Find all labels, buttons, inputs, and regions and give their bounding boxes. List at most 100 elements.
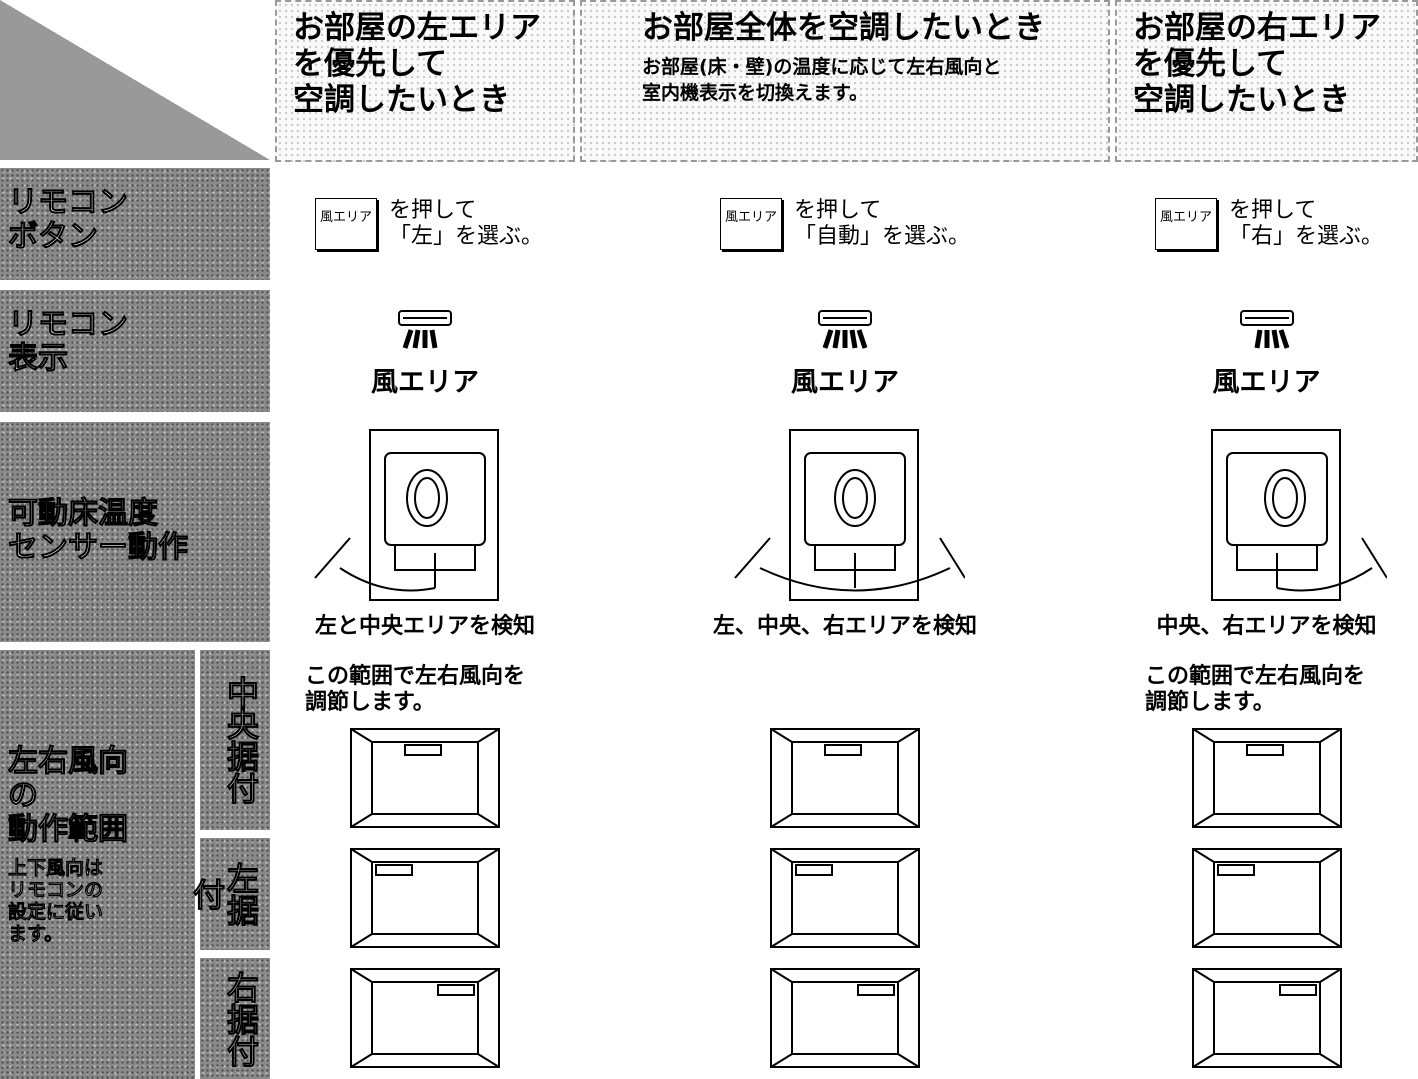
label-line: リモコン — [8, 307, 129, 342]
rect-shape — [791, 861, 899, 935]
line-shape — [734, 537, 771, 579]
remote-button: 風エリア — [315, 198, 378, 250]
row-label-airflow: 左右風向の動作範囲 上下風向は リモコンの 設定に従い ます。 — [0, 650, 195, 1079]
rect-shape — [1191, 968, 1342, 1068]
display-label: 風エリア — [1212, 367, 1321, 398]
title-line: お部屋の右エリア — [1133, 10, 1381, 46]
line-shape — [1318, 968, 1342, 983]
rect-shape — [791, 981, 899, 1055]
column-title: お部屋の左エリア を優先して 空調したいとき — [293, 10, 557, 118]
instruction: を押して 「自動」を選ぶ。 — [794, 198, 970, 250]
path-shape — [1276, 567, 1373, 592]
range-note: この範囲で左右風向を 調節します。 — [305, 664, 525, 716]
line-shape — [1191, 813, 1215, 828]
corner-cell — [0, 0, 270, 160]
rect-shape — [350, 728, 500, 828]
label-line: 動作範囲 — [8, 812, 129, 847]
label-line: ボタン — [8, 219, 99, 254]
rect-shape — [1191, 848, 1342, 948]
path-shape — [339, 567, 436, 592]
rect-shape — [404, 744, 442, 756]
airflow-note: 上下風向は リモコンの 設定に従い ます。 — [8, 857, 187, 946]
path-shape — [759, 567, 951, 592]
range-note-line: 調節します。 — [1145, 690, 1275, 715]
line-shape — [822, 329, 834, 349]
line-shape — [1191, 848, 1215, 863]
line-shape — [350, 848, 373, 863]
title-line: 空調したいとき — [1133, 82, 1350, 118]
label-line: 可動床温度 — [8, 496, 159, 531]
line-shape — [939, 537, 965, 579]
line-shape — [770, 848, 793, 863]
line-shape — [897, 728, 920, 743]
title-line: お部屋全体を空調したいとき — [642, 10, 1045, 46]
line-shape — [832, 329, 841, 349]
ac-display-icon — [398, 310, 452, 349]
line-shape — [897, 848, 920, 863]
instruction-line: を押して — [389, 198, 477, 223]
rect-shape — [770, 728, 920, 828]
rect-shape — [770, 848, 920, 948]
line-shape — [1254, 329, 1262, 349]
note-line: 設定に従い — [8, 901, 104, 924]
installation-label: 右据付 — [200, 958, 270, 1079]
line-shape — [856, 329, 868, 349]
label-line: 表示 — [8, 341, 69, 376]
range-note-line: 調節します。 — [305, 690, 435, 715]
remote-instruction: 風エリア を押して 「右」を選ぶ。 — [1155, 198, 1383, 250]
ellipse-shape — [1271, 477, 1298, 519]
rect-shape — [818, 310, 872, 326]
sensor-label: 左、中央、右エリアを検知 — [712, 614, 977, 639]
rect-shape — [1212, 861, 1321, 935]
line-shape — [477, 968, 500, 983]
rect-shape — [1239, 310, 1294, 326]
line-shape — [1360, 537, 1387, 579]
room-diagram — [770, 728, 920, 828]
rect-shape — [350, 848, 500, 948]
remote-button: 風エリア — [720, 198, 783, 250]
title-line: を優先して — [1133, 46, 1288, 82]
column-header: お部屋全体を空調したいとき お部屋(床・壁)の温度に応じて左右風向と 室内機表示を切… — [580, 0, 1110, 162]
line-shape — [1271, 329, 1279, 349]
rect-shape — [375, 864, 413, 876]
line-shape — [897, 933, 920, 948]
rect-shape — [371, 741, 479, 815]
sensor-icon — [314, 429, 499, 601]
title-line: を優先して — [293, 46, 448, 82]
line-shape — [402, 329, 414, 349]
row-label-button: リモコン ボタン — [0, 168, 270, 280]
line-shape — [477, 848, 500, 863]
installation-label: 中央据付 — [200, 650, 270, 830]
line-shape — [1318, 1053, 1342, 1068]
line-shape — [1191, 968, 1215, 983]
ellipse-shape — [1263, 469, 1306, 527]
instruction: を押して 「右」を選ぶ。 — [1229, 198, 1383, 250]
line-shape — [770, 813, 793, 828]
rect-shape — [1245, 744, 1284, 756]
line-shape — [412, 329, 421, 349]
subtitle-line: 室内機表示を切換えます。 — [642, 82, 869, 104]
rect-shape — [369, 429, 499, 601]
line-shape — [350, 1053, 373, 1068]
rect-shape — [1225, 452, 1328, 546]
column-title: お部屋全体を空調したいとき — [642, 10, 1092, 46]
rect-shape — [791, 741, 899, 815]
row-label-display: リモコン 表示 — [0, 290, 270, 412]
rect-shape — [371, 861, 479, 935]
line-shape — [1191, 933, 1215, 948]
remote-instruction: 風エリア を押して 「左」を選ぶ。 — [315, 198, 543, 250]
instruction-line: を押して — [794, 198, 882, 223]
rect-shape — [1216, 864, 1255, 876]
room-diagram — [350, 968, 500, 1068]
line-shape — [1191, 1053, 1215, 1068]
sensor-label: 左と中央エリアを検知 — [314, 614, 535, 639]
room-diagram — [350, 848, 500, 948]
rect-shape — [795, 864, 833, 876]
rect-shape — [1278, 984, 1317, 996]
line-shape — [1191, 728, 1215, 743]
line-shape — [314, 537, 351, 579]
line-shape — [350, 728, 373, 743]
ellipse-shape — [414, 477, 440, 519]
label-line: 左右風向 — [8, 744, 129, 779]
